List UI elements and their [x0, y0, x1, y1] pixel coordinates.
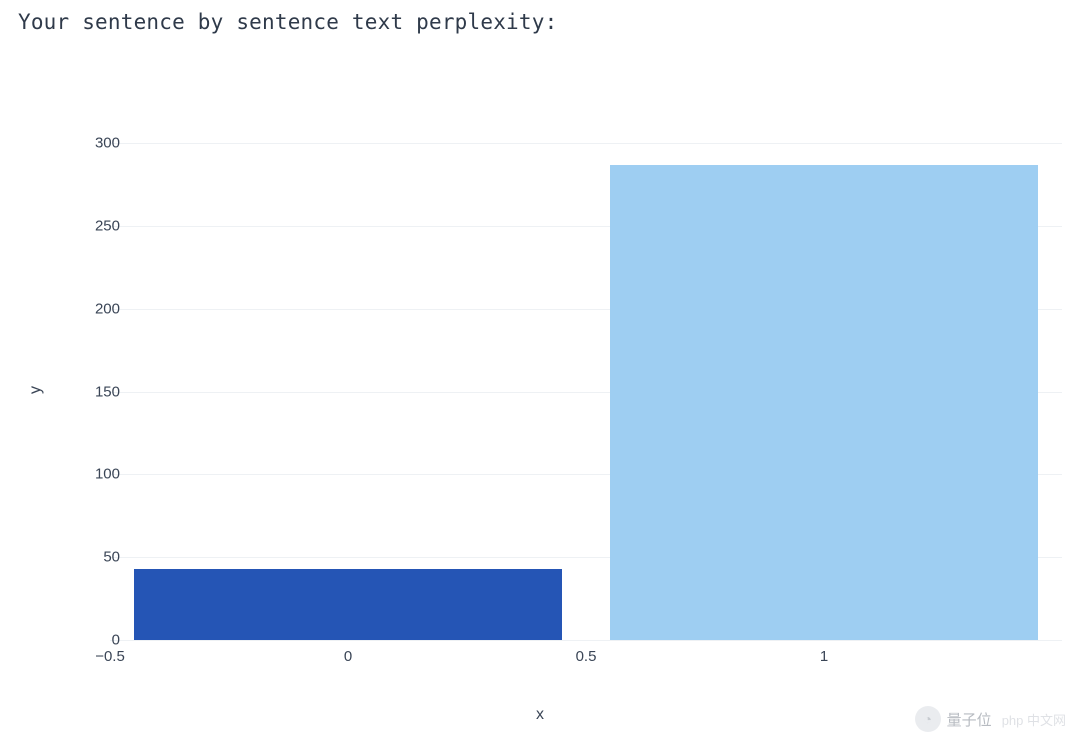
- watermark: ◔ 量子位 php 中文网: [915, 706, 1066, 732]
- y-tick-label: 0: [70, 632, 120, 649]
- x-tick-label: 1: [820, 648, 828, 665]
- y-tick-label: 200: [70, 300, 120, 317]
- grid-line: [110, 640, 1062, 641]
- y-tick-label: 150: [70, 383, 120, 400]
- plot-area: [110, 110, 1062, 640]
- bar: [610, 165, 1038, 640]
- x-tick-label: −0.5: [95, 648, 125, 665]
- watermark-icon: ◔: [915, 706, 941, 732]
- perplexity-bar-chart: y 050100150200250300 −0.500.51 x: [0, 50, 1080, 730]
- y-tick-label: 300: [70, 135, 120, 152]
- grid-line: [110, 143, 1062, 144]
- bar: [134, 569, 562, 640]
- y-tick-label: 50: [70, 549, 120, 566]
- x-axis-label: x: [536, 706, 544, 724]
- x-tick-label: 0.5: [576, 648, 597, 665]
- x-tick-label: 0: [344, 648, 352, 665]
- watermark-subtext: php 中文网: [1002, 710, 1066, 729]
- y-axis-label: y: [27, 386, 45, 394]
- watermark-text: 量子位: [947, 709, 992, 730]
- y-tick-label: 100: [70, 466, 120, 483]
- y-tick-label: 250: [70, 217, 120, 234]
- page-title: Your sentence by sentence text perplexit…: [0, 0, 1080, 34]
